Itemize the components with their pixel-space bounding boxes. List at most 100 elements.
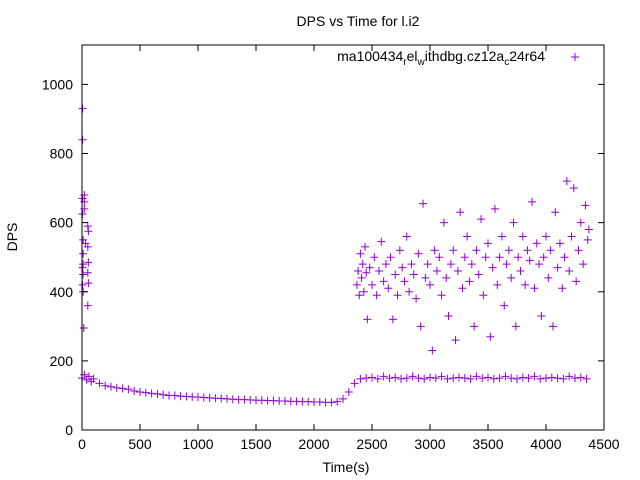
- y-tick-label: 600: [50, 215, 74, 231]
- data-point: [474, 270, 483, 279]
- data-point: [528, 197, 537, 206]
- y-tick-label: 0: [65, 422, 73, 438]
- data-point: [391, 270, 400, 279]
- data-point: [361, 242, 370, 251]
- data-point: [350, 379, 359, 388]
- data-point: [358, 260, 367, 269]
- data-point: [409, 270, 418, 279]
- data-point: [83, 222, 92, 231]
- data-point: [458, 284, 467, 293]
- data-point: [431, 374, 440, 383]
- data-point: [374, 267, 383, 276]
- data-point: [558, 284, 567, 293]
- data-point: [393, 291, 402, 300]
- data-point: [400, 277, 409, 286]
- data-point: [368, 280, 376, 289]
- y-axis-label: DPS: [4, 223, 20, 252]
- data-point: [551, 208, 560, 217]
- data-point: [443, 374, 452, 383]
- data-point: [112, 383, 121, 392]
- data-point: [478, 374, 487, 383]
- x-axis-label: Time(s): [323, 459, 370, 475]
- data-point: [495, 253, 504, 262]
- data-point: [569, 184, 578, 193]
- data-point: [523, 246, 532, 255]
- data-point: [511, 322, 520, 331]
- data-point: [442, 273, 451, 282]
- data-point: [449, 246, 458, 255]
- data-point: [84, 279, 93, 288]
- data-point: [488, 263, 497, 272]
- data-point: [402, 232, 411, 241]
- data-point: [355, 291, 364, 300]
- data-point: [437, 372, 446, 381]
- data-point: [370, 253, 379, 262]
- data-point: [490, 204, 499, 213]
- data-point: [372, 291, 381, 300]
- data-point: [83, 242, 92, 251]
- data-point: [542, 232, 550, 241]
- plot-frame: [81, 44, 605, 431]
- data-point: [555, 239, 564, 248]
- data-point: [421, 273, 430, 282]
- data-point: [562, 177, 571, 186]
- x-tick-label: 3500: [472, 436, 503, 452]
- data-point: [470, 322, 479, 331]
- x-tick-label: 3000: [414, 436, 445, 452]
- data-point: [84, 258, 93, 267]
- data-point: [493, 280, 502, 289]
- data-point: [430, 246, 439, 255]
- data-point: [153, 390, 162, 399]
- x-tick-label: 2000: [298, 436, 329, 452]
- data-point: [84, 372, 93, 381]
- data-point: [426, 373, 434, 382]
- data-point: [141, 388, 150, 397]
- data-point: [484, 239, 492, 248]
- data-point: [472, 246, 481, 255]
- data-point: [327, 398, 336, 407]
- data-point: [84, 227, 93, 236]
- data-point: [78, 194, 87, 203]
- data-point: [118, 384, 127, 393]
- data-point: [501, 372, 510, 381]
- data-point: [78, 135, 87, 144]
- y-tick-label: 1000: [42, 76, 73, 92]
- data-point: [579, 260, 588, 269]
- data-point: [78, 209, 87, 218]
- data-point: [583, 235, 592, 244]
- x-tick-label: 500: [128, 436, 152, 452]
- data-point: [107, 382, 115, 391]
- data-point: [379, 372, 388, 381]
- data-point: [377, 237, 386, 246]
- data-point: [101, 381, 110, 390]
- data-point: [130, 386, 139, 395]
- x-tick-label: 2500: [356, 436, 387, 452]
- data-point: [574, 246, 583, 255]
- data-point: [428, 346, 437, 355]
- data-point: [514, 253, 523, 262]
- chart-title: DPS vs Time for l.i2: [297, 13, 420, 29]
- data-point: [416, 322, 425, 331]
- data-point: [449, 374, 458, 383]
- data-point: [559, 374, 568, 383]
- data-point: [414, 374, 423, 383]
- x-tick-label: 4500: [588, 436, 619, 452]
- data-point: [581, 201, 590, 210]
- data-point: [368, 373, 376, 382]
- data-point: [414, 249, 423, 258]
- data-point: [507, 273, 516, 282]
- y-tick-label: 400: [50, 284, 74, 300]
- legend-plus-mark: [571, 53, 579, 61]
- data-point: [547, 373, 556, 382]
- data-point: [567, 232, 576, 241]
- data-point: [509, 218, 518, 227]
- x-tick-label: 0: [78, 436, 86, 452]
- data-point: [78, 280, 87, 289]
- data-point: [530, 284, 539, 293]
- data-point: [537, 311, 546, 320]
- data-point: [398, 263, 407, 272]
- data-point: [524, 374, 533, 383]
- data-point: [467, 260, 476, 269]
- data-point: [333, 397, 342, 406]
